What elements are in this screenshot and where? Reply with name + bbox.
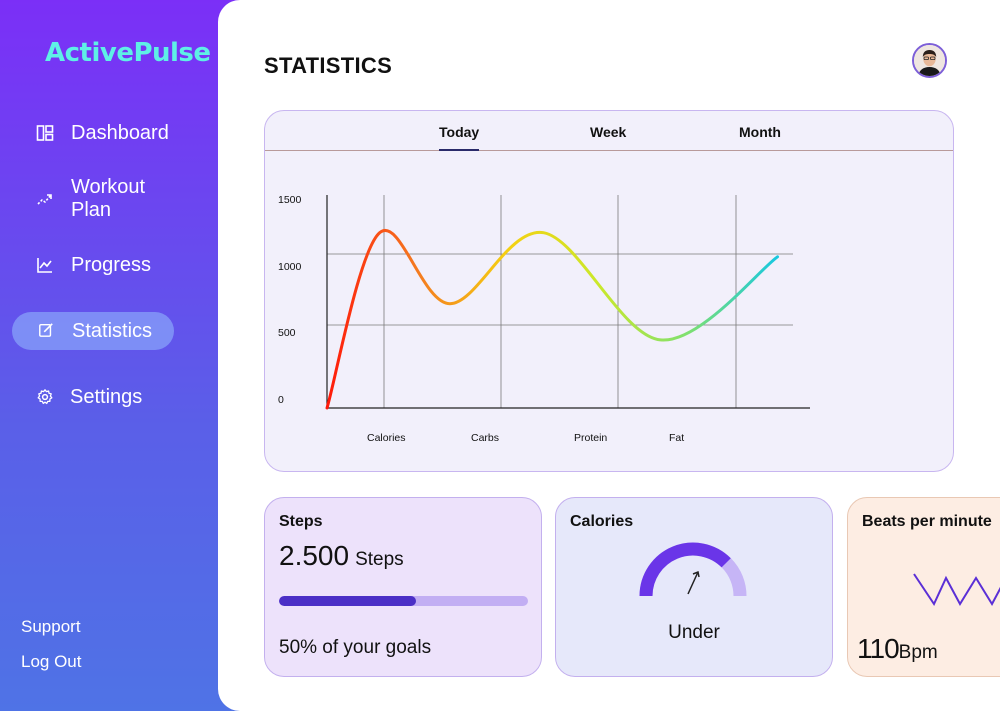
x-tick-label: Fat	[669, 432, 684, 444]
calories-card-title: Calories	[570, 513, 634, 530]
statistics-chart-card: Today Week Month 1500 1000 500 0 Calories Car…	[264, 110, 954, 472]
heartbeat-wave-icon	[913, 573, 1000, 607]
bpm-card: Beats per minute 110Bpm	[847, 497, 1000, 677]
bpm-card-title: Beats per minute	[862, 513, 992, 530]
steps-card: Steps 2.500 Steps 50% of your goals	[264, 497, 542, 677]
steps-goal-note: 50% of your goals	[279, 637, 432, 658]
avatar-icon	[914, 45, 945, 76]
sidebar-item-statistics[interactable]: Statistics	[12, 312, 174, 350]
support-link[interactable]: Support	[21, 617, 81, 636]
edit-icon	[38, 322, 56, 340]
brand-logo: ActivePulse	[45, 38, 211, 68]
y-tick-label: 1500	[278, 194, 302, 206]
sidebar-item-workout-plan[interactable]: Workout Plan	[12, 176, 174, 221]
x-tick-label: Carbs	[471, 432, 499, 444]
x-tick-label: Calories	[367, 432, 406, 444]
tab-month[interactable]: Month	[739, 124, 781, 140]
steps-progress-bar	[279, 596, 528, 606]
dashboard-icon	[36, 124, 54, 142]
sidebar-item-label: Workout Plan	[71, 176, 146, 221]
calories-gauge	[639, 542, 747, 597]
steps-card-title: Steps	[279, 513, 323, 530]
y-tick-label: 0	[278, 394, 284, 406]
sidebar-item-settings[interactable]: Settings	[12, 378, 174, 416]
sidebar-item-dashboard[interactable]: Dashboard	[12, 114, 174, 152]
tab-today[interactable]: Today	[439, 124, 480, 151]
bpm-value: 110Bpm	[857, 633, 938, 665]
calories-status: Under	[668, 622, 720, 643]
y-tick-label: 500	[278, 327, 296, 339]
sidebar-item-label: Statistics	[72, 319, 153, 342]
period-tabs: Today Week Month	[265, 111, 953, 151]
gauge-needle-arrow-icon	[687, 570, 700, 595]
user-avatar[interactable]	[912, 43, 947, 78]
logout-link[interactable]: Log Out	[21, 652, 82, 671]
steps-count: 2.500	[279, 540, 350, 571]
sidebar-item-label: Settings	[70, 385, 143, 408]
sidebar: ActivePulse Dashboard Workout Plan Progr…	[0, 0, 218, 711]
sidebar-item-progress[interactable]: Progress	[12, 246, 174, 284]
sidebar-item-label: Progress	[71, 253, 152, 276]
bpm-unit: Bpm	[898, 642, 938, 663]
main-panel: STATISTICS Today Week Month 1500 1000 500 0…	[218, 0, 1000, 711]
x-tick-label: Protein	[574, 432, 607, 444]
sidebar-item-label: Dashboard	[71, 121, 169, 144]
nutrition-line-chart: 1500 1000 500 0 Calories Carbs Protein Fat	[278, 194, 810, 444]
tab-week[interactable]: Week	[590, 124, 627, 140]
y-tick-label: 1000	[278, 261, 302, 273]
steps-value: 2.500 Steps	[279, 540, 404, 572]
steps-progress-fill	[279, 596, 416, 606]
trend-icon	[36, 190, 54, 208]
bpm-number: 110	[857, 633, 900, 664]
calories-card: Calories Under	[555, 497, 833, 677]
gear-icon	[36, 388, 54, 406]
line-chart-icon	[36, 256, 54, 274]
series-line	[325, 229, 779, 410]
page-title: STATISTICS	[264, 53, 393, 78]
steps-unit: Steps	[355, 549, 404, 570]
